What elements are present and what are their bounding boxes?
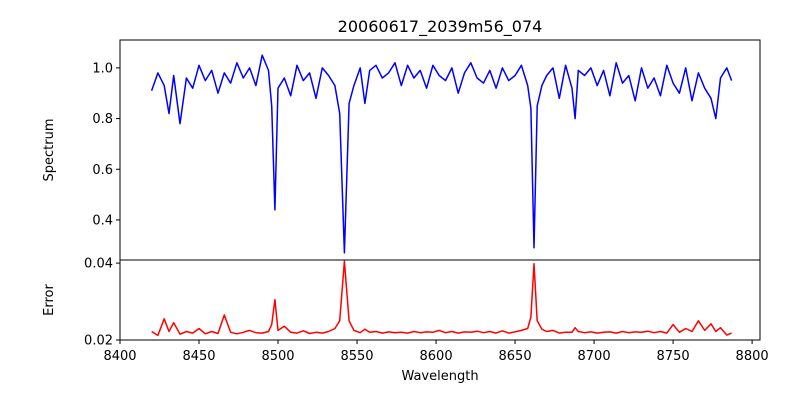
xtick-label: 8550: [340, 349, 373, 364]
spectrum-line: [150, 54, 733, 254]
y-axis-label-spectrum: Spectrum: [42, 119, 57, 182]
xtick-label: 8700: [578, 349, 611, 364]
xtick-label: 8500: [261, 349, 294, 364]
chart-title: 20060617_2039m56_074: [338, 17, 543, 37]
xtick-label: 8750: [657, 349, 690, 364]
y-axis-label-error: Error: [42, 284, 57, 316]
spectrum-ytick-label: 0.6: [92, 163, 113, 178]
xtick-label: 8650: [499, 349, 532, 364]
xtick-label: 8800: [736, 349, 769, 364]
xtick-label: 8450: [182, 349, 215, 364]
spectrum-ytick-label: 1.0: [92, 61, 113, 76]
xtick-label: 8400: [103, 349, 136, 364]
xtick-label: 8600: [420, 349, 453, 364]
error-axes-frame: [119, 259, 761, 341]
error-ytick-label: 0.02: [84, 334, 113, 349]
spectrum-ytick-label: 0.8: [92, 112, 113, 127]
spectrum-ytick-label: 0.4: [92, 213, 113, 228]
x-axis-label: Wavelength: [401, 369, 478, 384]
error-ytick-label: 0.04: [84, 257, 113, 272]
error-line: [151, 260, 732, 337]
